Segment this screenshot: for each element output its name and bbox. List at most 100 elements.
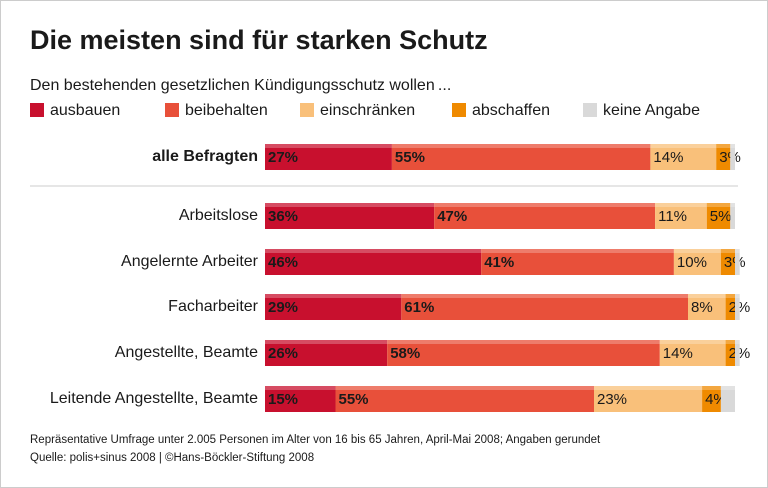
legend-label: keine Angabe [603,102,700,119]
bar-highlight [335,386,594,390]
bar-highlight [434,203,656,207]
value-label: 29% [268,299,298,316]
value-label: 55% [339,391,369,408]
bar-highlight [725,340,735,344]
note: Repräsentative Umfrage unter 2.005 Perso… [30,434,601,446]
value-label: 41% [484,254,514,271]
value-label: 14% [653,149,683,166]
bar-highlight [265,340,388,344]
bar-segment [655,203,707,229]
bar-segment [735,340,740,366]
bar-segment [735,294,740,320]
bar-segment [716,144,731,170]
bar-highlight [730,144,735,148]
bar-highlight [725,294,735,298]
value-label: 61% [404,299,434,316]
value-label: 47% [437,208,467,225]
bar-highlight [265,203,435,207]
bar-highlight [720,386,735,390]
bar-segment [702,386,721,412]
bar-segment [706,203,731,229]
bar-segment [265,386,336,412]
bar-segment [265,294,402,320]
value-label: 10% [677,254,707,271]
bar-segment [265,144,392,170]
value-label: 15% [268,391,298,408]
bar-segment [387,340,660,366]
value-label: 5% [710,208,732,225]
bar-highlight [481,249,674,253]
value-label: 11% [658,208,687,225]
bar-highlight [265,294,402,298]
bar-highlight [401,294,688,298]
bar-segment [265,340,388,366]
bar-segment [659,340,726,366]
bar-highlight [735,249,740,253]
legend-label: beibehalten [185,102,268,119]
legend-swatch [165,103,179,117]
bar-highlight [655,203,707,207]
bar-highlight [387,340,660,344]
value-label: 3% [719,149,741,166]
bar-segment [688,294,726,320]
bar-highlight [265,386,336,390]
legend-label: ausbauen [50,102,120,119]
value-label: 14% [663,345,693,362]
legend-label: abschaffen [472,102,550,119]
bar-highlight [265,249,482,253]
value-label: 27% [268,149,298,166]
legend-swatch [30,103,44,117]
category-label: Angelernte Arbeiter [121,253,259,270]
bar-highlight [702,386,721,390]
bar-segment [720,249,735,275]
value-label: 36% [268,208,298,225]
bar-segment [735,249,740,275]
legend-swatch [452,103,466,117]
bar-segment [650,144,717,170]
value-label: 55% [395,149,425,166]
value-label: 46% [268,254,298,271]
bar-highlight [730,203,735,207]
bar-segment [730,203,735,229]
bar-highlight [650,144,717,148]
legend-label: einschränken [320,102,415,119]
bar-highlight [735,294,740,298]
bar-segment [265,203,435,229]
note: Quelle: polis+sinus 2008 | ©Hans-Böckler… [30,452,314,464]
value-label: 23% [597,391,627,408]
bar-highlight [716,144,731,148]
bar-segment [391,144,651,170]
bar-highlight [659,340,726,344]
category-label: Leitende Angestellte, Beamte [50,390,258,407]
category-label: Arbeitslose [179,207,258,224]
value-label: 8% [691,299,713,316]
value-label: 26% [268,345,298,362]
bar-highlight [265,144,392,148]
bar-highlight [706,203,731,207]
value-label: 58% [390,345,420,362]
bar-segment [725,340,735,366]
bar-segment [434,203,656,229]
bar-segment [673,249,721,275]
bar-segment [401,294,688,320]
bar-segment [265,249,482,275]
bar-segment [335,386,594,412]
value-label: 3% [724,254,746,271]
bar-segment [725,294,735,320]
category-label: Angestellte, Beamte [115,344,258,361]
legend-swatch [300,103,314,117]
bar-segment [594,386,703,412]
bar-highlight [735,340,740,344]
bar-segment [730,144,735,170]
category-label: alle Befragten [152,148,258,165]
bar-highlight [391,144,651,148]
bar-highlight [594,386,703,390]
bar-highlight [688,294,726,298]
bar-segment [481,249,674,275]
bar-highlight [673,249,721,253]
chart-title: Die meisten sind für starken Schutz [30,25,488,55]
bar-segment [720,386,735,412]
chart-subtitle: Den bestehenden gesetzlichen Kündigungss… [30,77,451,94]
